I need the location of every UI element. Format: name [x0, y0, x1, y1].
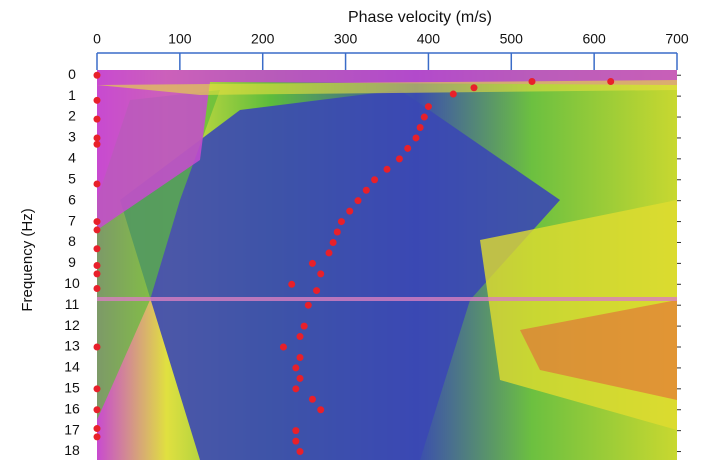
y-tick-label: 4 [68, 150, 76, 166]
dispersion-pick [93, 134, 101, 142]
dispersion-pick [296, 448, 304, 456]
dispersion-pick [93, 180, 101, 188]
dispersion-pick [288, 280, 296, 288]
dispersion-pick [470, 84, 478, 92]
y-tick-label: 5 [68, 170, 76, 186]
x-tick-label: 200 [251, 31, 275, 47]
dispersion-pick [93, 226, 101, 234]
x-axis-label: Phase velocity (m/s) [348, 9, 492, 26]
dispersion-pick [317, 406, 325, 414]
dispersion-image [97, 70, 677, 460]
dispersion-pick [93, 270, 101, 278]
y-tick-label: 11 [65, 296, 80, 312]
y-tick-label: 2 [68, 108, 76, 124]
x-tick-label: 0 [93, 31, 101, 47]
dispersion-pick [93, 406, 101, 414]
dispersion-pick [308, 259, 316, 267]
dispersion-pick [296, 353, 304, 361]
y-tick-label: 17 [64, 421, 80, 437]
dispersion-pick [354, 197, 362, 205]
dispersion-pick [308, 395, 316, 403]
dispersion-pick [424, 103, 432, 111]
y-tick-label: 8 [68, 233, 76, 249]
dispersion-pick [93, 261, 101, 269]
dispersion-pick [93, 71, 101, 79]
x-tick-label: 100 [168, 31, 192, 47]
y-tick-label: 0 [68, 66, 76, 82]
dispersion-pick [292, 437, 300, 445]
y-tick-label: 6 [68, 191, 76, 207]
dispersion-pick [292, 364, 300, 372]
dispersion-pick [313, 287, 321, 295]
dispersion-pick [404, 144, 412, 152]
dispersion-pick [296, 374, 304, 382]
dispersion-pick [300, 322, 308, 330]
dispersion-pick [93, 96, 101, 104]
y-tick-label: 14 [64, 359, 80, 375]
y-axis-label: Frequency (Hz) [19, 208, 36, 311]
dispersion-pick [449, 90, 457, 98]
dispersion-pick [93, 218, 101, 226]
dispersion-pick [528, 77, 536, 85]
y-tick-label: 10 [64, 275, 80, 291]
dispersion-pick [333, 228, 341, 236]
dispersion-pick [292, 385, 300, 393]
dispersion-pick [383, 165, 391, 173]
y-tick-label: 13 [64, 338, 80, 354]
y-tick-label: 3 [68, 129, 76, 145]
dispersion-pick [420, 113, 428, 121]
y-tick-label: 12 [64, 317, 80, 333]
dispersion-pick [93, 284, 101, 292]
dispersion-pick [93, 140, 101, 148]
dispersion-pick [292, 427, 300, 435]
x-tick-label: 400 [417, 31, 441, 47]
x-tick-label: 700 [665, 31, 689, 47]
x-tick-label: 600 [582, 31, 606, 47]
dispersion-pick [93, 433, 101, 441]
y-tick-label: 16 [64, 400, 80, 416]
dispersion-pick [93, 115, 101, 123]
dispersion-pick [317, 270, 325, 278]
y-tick-label: 15 [64, 380, 80, 396]
dispersion-pick [346, 207, 354, 215]
dispersion-pick [412, 134, 420, 142]
dispersion-pick [93, 425, 101, 433]
dispersion-pick [416, 123, 424, 131]
dispersion-pick [93, 385, 101, 393]
dispersion-pick [337, 218, 345, 226]
dispersion-pick [325, 249, 333, 257]
y-tick-label: 1 [68, 87, 76, 103]
dispersion-pick [371, 176, 379, 184]
y-tick-label: 18 [64, 442, 80, 458]
dispersion-pick [296, 333, 304, 341]
dispersion-pick [395, 155, 403, 163]
dispersion-pick [93, 245, 101, 253]
dispersion-pick [607, 77, 615, 85]
dispersion-pick [304, 301, 312, 309]
x-tick-label: 300 [334, 31, 358, 47]
x-tick-label: 500 [500, 31, 524, 47]
dispersion-pick [329, 238, 337, 246]
dispersion-pick [362, 186, 370, 194]
y-tick-label: 7 [68, 212, 76, 228]
dispersion-pick [93, 343, 101, 351]
y-tick-label: 9 [68, 254, 76, 270]
dispersion-pick [279, 343, 287, 351]
